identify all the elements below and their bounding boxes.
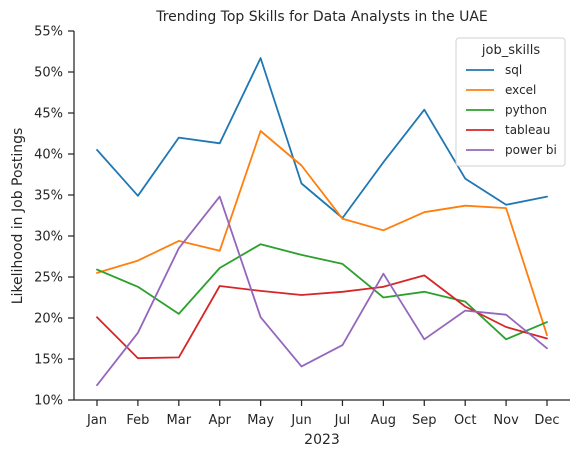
series-line-sql (96, 57, 548, 219)
y-tick-label: 15% (34, 353, 63, 368)
x-tick-label: Aug (371, 413, 396, 428)
legend-label: sql (505, 63, 522, 77)
y-tick-label: 30% (34, 230, 63, 245)
y-tick-label: 45% (34, 107, 63, 122)
x-tick-label: Nov (493, 413, 519, 428)
legend-title: job_skills (481, 43, 540, 58)
series-lines (96, 57, 548, 387)
x-axis-label: 2023 (304, 432, 340, 448)
legend-label: python (505, 103, 547, 117)
y-tick-label: 10% (34, 394, 63, 409)
legend: job_skills sql excel python tableau power bi (455, 37, 566, 167)
x-tick-label: May (247, 413, 274, 428)
legend-label: power bi (505, 143, 557, 157)
y-axis-label: Likelihood in Job Postings (10, 128, 26, 305)
legend-label: excel (505, 83, 536, 97)
series-line-excel (96, 130, 548, 337)
x-tick-label: Jan (86, 413, 107, 428)
series-line-python (96, 243, 548, 341)
y-tick-label: 20% (34, 312, 63, 327)
x-tick-label: Mar (167, 413, 192, 428)
x-tick-label: Apr (208, 413, 231, 428)
y-tick-label: 40% (34, 148, 63, 163)
x-tick-label: Sep (412, 413, 437, 428)
chart-title: Trending Top Skills for Data Analysts in… (155, 9, 488, 25)
x-tick-label: Oct (454, 413, 476, 428)
y-axis: 10% 15% 20% 25% 30% 35% 40% 45% 50% 55% (34, 25, 75, 409)
y-tick-label: 50% (34, 66, 63, 81)
x-tick-label: Jul (334, 413, 351, 428)
y-tick-label: 55% (34, 25, 63, 40)
y-tick-label: 25% (34, 271, 63, 286)
x-tick-label: Dec (534, 413, 559, 428)
x-tick-label: Feb (126, 413, 149, 428)
legend-entries: sql excel python tableau power bi (466, 63, 557, 157)
x-axis: Jan Feb Mar Apr May Jun Jul Aug Sep Oct Nov Dec (74, 399, 570, 428)
legend-label: tableau (505, 123, 550, 137)
series-line-tableau (96, 274, 548, 360)
x-tick-label: Jun (290, 413, 311, 428)
y-tick-label: 35% (34, 189, 63, 204)
series-line-power-bi (96, 195, 548, 387)
